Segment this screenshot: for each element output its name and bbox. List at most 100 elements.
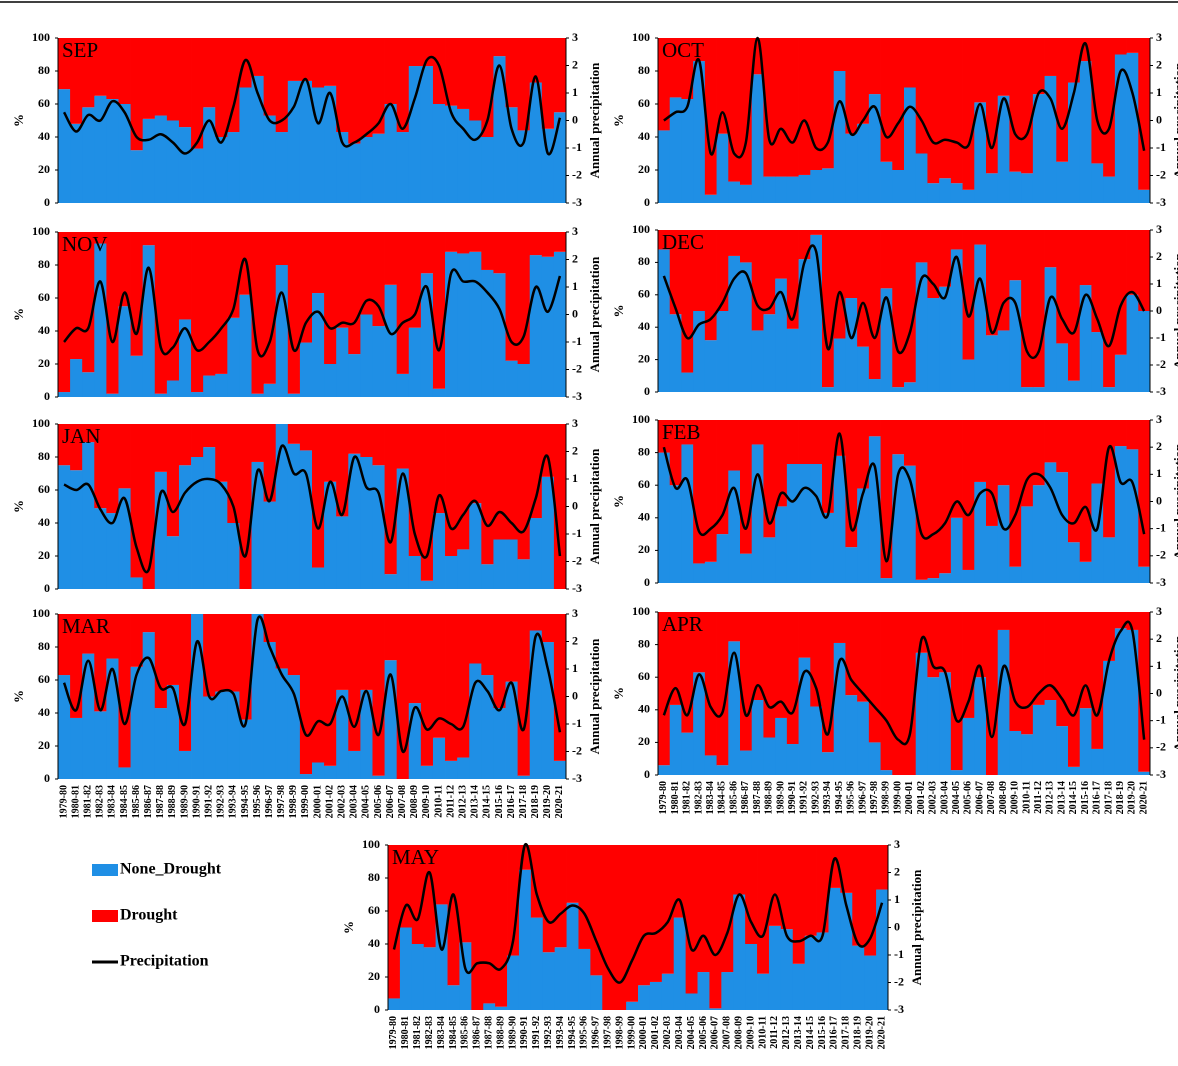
bar-none-drought <box>336 327 349 397</box>
bar-drought <box>312 614 325 763</box>
bar-drought <box>118 424 131 489</box>
bar-drought <box>716 612 729 766</box>
bar-drought <box>840 845 853 893</box>
bar-none-drought <box>517 130 531 203</box>
bar-none-drought <box>927 578 940 583</box>
y2-tick-label: 0 <box>572 306 578 320</box>
x-tick-label: 1999-00 <box>300 785 311 818</box>
bar-none-drought <box>82 372 95 397</box>
bar-none-drought <box>154 115 168 203</box>
bar-drought <box>507 845 520 956</box>
bar-drought <box>469 614 482 664</box>
bar-none-drought <box>880 578 893 583</box>
bar-none-drought <box>1091 163 1104 203</box>
bar-none-drought <box>740 262 753 392</box>
bar-none-drought <box>481 137 494 203</box>
bar-none-drought <box>106 658 119 779</box>
x-tick-label: 1987-88 <box>483 1016 494 1049</box>
x-tick-label: 1988-89 <box>764 781 775 814</box>
bar-drought <box>493 38 506 57</box>
bar-drought <box>82 614 95 654</box>
y2-tick-label: 3 <box>572 224 578 238</box>
bar-none-drought <box>857 346 870 392</box>
bar-none-drought <box>810 464 823 583</box>
bar-drought <box>763 612 776 738</box>
bar-none-drought <box>251 614 265 779</box>
bar-none-drought <box>786 176 799 203</box>
y2-tick-label: -2 <box>1156 357 1166 371</box>
bar-drought <box>360 38 373 137</box>
bar-drought <box>106 38 119 100</box>
bar-drought <box>263 232 277 384</box>
x-tick-label: 2006-07 <box>974 781 985 814</box>
bar-drought <box>757 845 770 974</box>
bar-none-drought <box>82 442 95 589</box>
x-tick-label: 1992-93 <box>810 781 821 814</box>
bar-none-drought <box>845 547 858 583</box>
bar-none-drought <box>816 932 829 1010</box>
bar-none-drought <box>493 539 506 589</box>
x-tick-label: 2020-21 <box>554 785 565 818</box>
y2-tick-label: -1 <box>572 716 582 730</box>
bar-drought <box>457 424 470 550</box>
bar-none-drought <box>986 525 999 583</box>
bar-drought <box>469 232 482 252</box>
x-tick-label: 1997-98 <box>869 781 880 814</box>
y2-tick-label: -1 <box>1156 330 1166 344</box>
bar-drought <box>505 38 519 108</box>
bar-drought <box>408 614 422 704</box>
x-tick-label: 2016-17 <box>506 785 517 818</box>
bar-none-drought <box>1044 75 1057 203</box>
bar-drought <box>974 612 987 678</box>
bar-none-drought <box>275 132 289 203</box>
bar-none-drought <box>962 717 975 775</box>
bar-none-drought <box>1103 387 1116 392</box>
bar-drought <box>432 38 446 104</box>
bar-none-drought <box>191 148 204 203</box>
bar-none-drought <box>191 392 204 397</box>
bar-none-drought <box>420 765 434 779</box>
y2-tick-label: -2 <box>1156 740 1166 754</box>
bar-none-drought <box>118 488 131 589</box>
bar-none-drought <box>457 253 470 397</box>
bar-none-drought <box>287 443 301 589</box>
bar-none-drought <box>215 481 228 589</box>
bar-drought <box>495 845 508 1007</box>
bar-drought <box>420 232 434 274</box>
bar-none-drought <box>360 689 373 779</box>
bar-none-drought <box>751 700 764 775</box>
bar-drought <box>822 420 835 513</box>
bar-drought <box>740 38 753 185</box>
bar-drought <box>751 230 764 331</box>
bar-drought <box>447 845 460 986</box>
x-tick-label: 2019-20 <box>864 1016 875 1049</box>
x-tick-label: 1997-98 <box>276 785 287 818</box>
bar-drought <box>833 230 846 339</box>
y2-tick-label: -3 <box>572 581 582 595</box>
y2-tick-label: 1 <box>1156 85 1162 99</box>
bar-drought <box>798 230 811 260</box>
bar-drought <box>868 230 881 380</box>
bar-none-drought <box>372 133 385 203</box>
bar-drought <box>239 424 252 589</box>
bar-none-drought <box>58 675 71 779</box>
bar-none-drought <box>166 684 180 779</box>
bar-drought <box>130 38 144 151</box>
bar-none-drought <box>1009 566 1022 583</box>
bar-drought <box>1009 420 1022 567</box>
bar-drought <box>215 38 228 137</box>
bar-drought <box>423 845 437 948</box>
y2-tick-label: -3 <box>572 771 582 785</box>
y-tick-label: 40 <box>38 323 50 337</box>
y-tick-label: 0 <box>44 581 50 595</box>
bar-drought <box>693 420 706 564</box>
bar-drought <box>704 612 717 756</box>
x-tick-label: 1995-96 <box>252 785 263 818</box>
x-tick-label: 2011-12 <box>1033 781 1044 814</box>
bar-none-drought <box>810 706 823 775</box>
y-axis-label: % <box>11 114 26 127</box>
bar-drought <box>469 424 482 504</box>
bar-none-drought <box>154 393 168 397</box>
y2-axis-label: Annual precipitation <box>1171 252 1178 368</box>
x-tick-label: 2018-19 <box>853 1016 864 1049</box>
